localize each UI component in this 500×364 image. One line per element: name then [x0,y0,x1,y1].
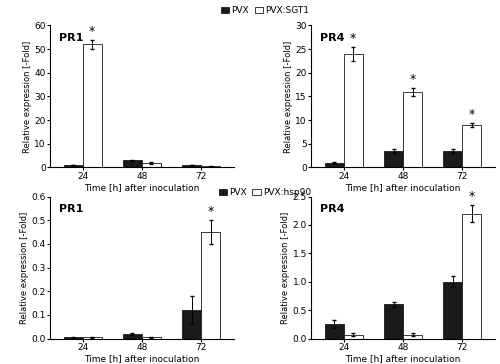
Bar [403,335,422,339]
X-axis label: Time [h] after inoculation: Time [h] after inoculation [84,355,200,364]
Bar [344,54,362,167]
X-axis label: Time [h] after inoculation: Time [h] after inoculation [84,183,200,193]
Text: *: * [89,24,95,37]
Bar [403,92,422,167]
Bar [142,337,161,339]
Text: PR4: PR4 [320,204,345,214]
Text: *: * [208,205,214,218]
Bar [123,160,142,167]
Bar [82,337,102,339]
Bar [444,151,462,167]
Y-axis label: Relative expression [-Fold]: Relative expression [-Fold] [284,40,292,153]
Legend: PVX, PVX:SGT1: PVX, PVX:SGT1 [220,6,310,15]
Bar [344,335,362,339]
Bar [325,324,344,339]
Bar [462,214,481,339]
Bar [202,232,220,339]
Bar [64,165,82,167]
X-axis label: Time [h] after inoculation: Time [h] after inoculation [346,183,461,193]
Legend: PVX, PVX:hsp90: PVX, PVX:hsp90 [218,188,312,197]
Text: PR4: PR4 [320,32,345,43]
Y-axis label: Relative expression [-Fold]: Relative expression [-Fold] [20,211,28,324]
Text: PR1: PR1 [59,32,84,43]
Text: *: * [468,108,475,121]
Text: *: * [350,32,356,45]
Text: *: * [468,190,475,203]
Bar [182,165,202,167]
Y-axis label: Relative expression [-Fold]: Relative expression [-Fold] [22,40,32,153]
Bar [182,310,202,339]
Text: PR1: PR1 [59,204,84,214]
X-axis label: Time [h] after inoculation: Time [h] after inoculation [346,355,461,364]
Y-axis label: Relative expression [-Fold]: Relative expression [-Fold] [281,211,290,324]
Bar [462,125,481,167]
Bar [82,44,102,167]
Bar [142,163,161,167]
Bar [384,304,403,339]
Bar [325,163,344,167]
Bar [123,334,142,339]
Bar [384,151,403,167]
Bar [202,166,220,167]
Text: *: * [410,73,416,86]
Bar [444,282,462,339]
Bar [64,337,82,339]
